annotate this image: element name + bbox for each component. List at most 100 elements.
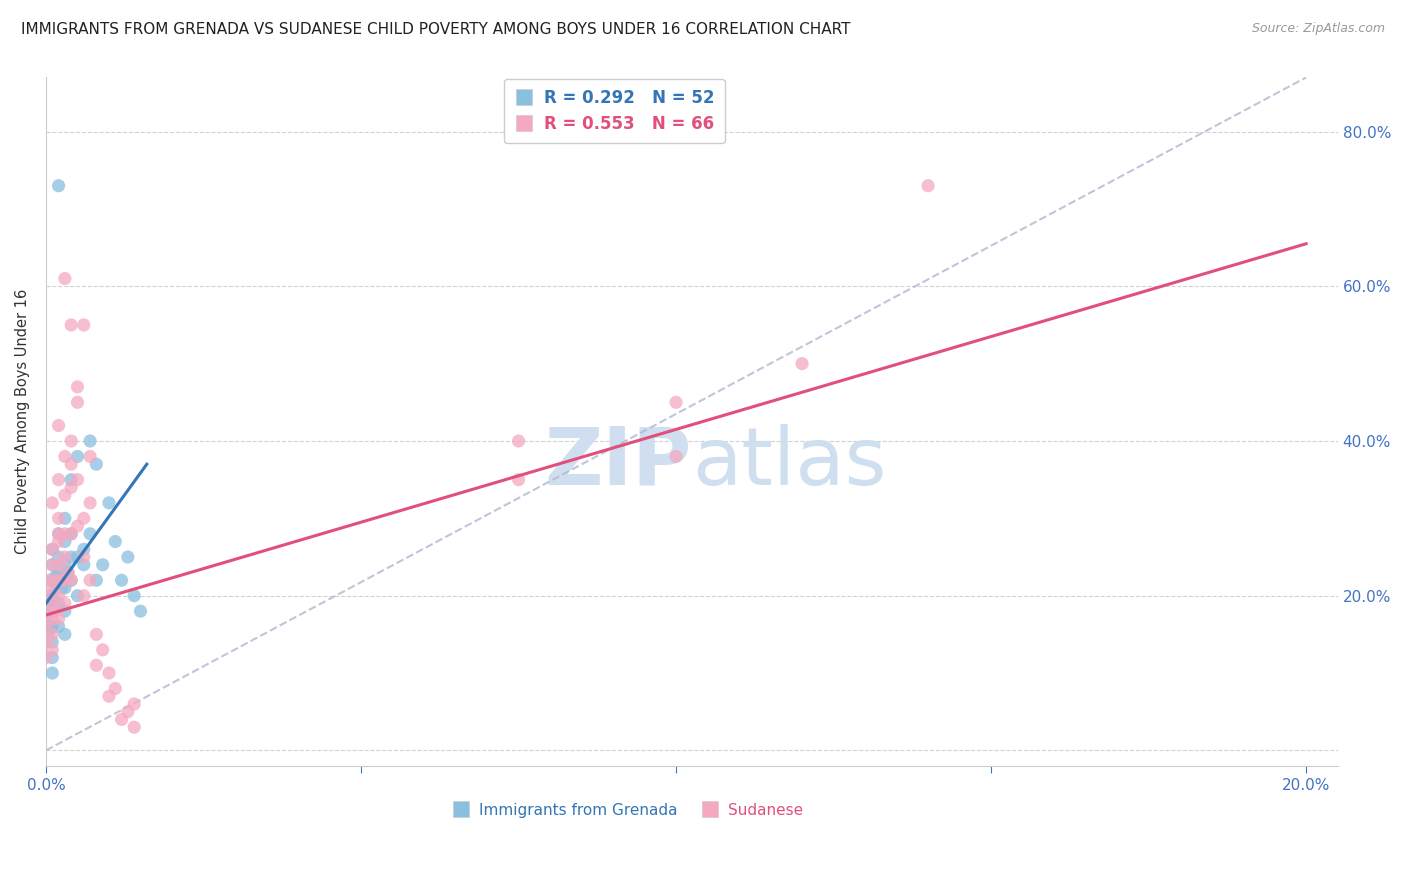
Point bbox=[104, 681, 127, 696]
Point bbox=[48, 612, 70, 626]
Point bbox=[104, 534, 127, 549]
Point bbox=[79, 526, 101, 541]
Point bbox=[66, 450, 89, 464]
Point bbox=[41, 604, 63, 618]
Text: Source: ZipAtlas.com: Source: ZipAtlas.com bbox=[1251, 22, 1385, 36]
Point bbox=[79, 496, 101, 510]
Point bbox=[48, 589, 70, 603]
Text: atlas: atlas bbox=[692, 424, 886, 502]
Point bbox=[44, 569, 66, 583]
Point bbox=[41, 542, 63, 557]
Point bbox=[73, 589, 96, 603]
Point bbox=[117, 705, 139, 719]
Point bbox=[91, 558, 114, 572]
Point bbox=[665, 395, 688, 409]
Point bbox=[53, 271, 76, 285]
Point bbox=[41, 596, 63, 610]
Point bbox=[60, 457, 83, 471]
Point bbox=[48, 473, 70, 487]
Point bbox=[73, 542, 96, 557]
Text: ZIP: ZIP bbox=[544, 424, 692, 502]
Point bbox=[86, 658, 108, 673]
Point bbox=[53, 573, 76, 587]
Point bbox=[48, 558, 70, 572]
Point bbox=[53, 627, 76, 641]
Point bbox=[66, 519, 89, 533]
Point bbox=[48, 566, 70, 580]
Point bbox=[35, 604, 58, 618]
Point bbox=[41, 643, 63, 657]
Point bbox=[48, 549, 70, 564]
Point bbox=[79, 573, 101, 587]
Point bbox=[60, 526, 83, 541]
Y-axis label: Child Poverty Among Boys Under 16: Child Poverty Among Boys Under 16 bbox=[15, 289, 30, 554]
Point bbox=[98, 690, 121, 704]
Point bbox=[86, 573, 108, 587]
Point bbox=[44, 577, 66, 591]
Point bbox=[66, 589, 89, 603]
Point bbox=[41, 581, 63, 595]
Point bbox=[48, 620, 70, 634]
Point bbox=[56, 566, 79, 580]
Point bbox=[48, 418, 70, 433]
Point bbox=[41, 612, 63, 626]
Point bbox=[41, 627, 63, 641]
Point bbox=[53, 558, 76, 572]
Point bbox=[917, 178, 939, 193]
Point bbox=[38, 589, 60, 603]
Point bbox=[98, 496, 121, 510]
Point bbox=[41, 496, 63, 510]
Point bbox=[38, 624, 60, 638]
Point bbox=[35, 607, 58, 622]
Point bbox=[66, 473, 89, 487]
Point bbox=[53, 511, 76, 525]
Point bbox=[48, 596, 70, 610]
Point bbox=[53, 573, 76, 587]
Point bbox=[48, 573, 70, 587]
Point bbox=[41, 650, 63, 665]
Point bbox=[35, 615, 58, 630]
Point bbox=[129, 604, 152, 618]
Point bbox=[66, 549, 89, 564]
Point bbox=[60, 480, 83, 494]
Point bbox=[508, 434, 530, 448]
Point bbox=[86, 627, 108, 641]
Point bbox=[60, 473, 83, 487]
Point bbox=[48, 534, 70, 549]
Point bbox=[73, 549, 96, 564]
Point bbox=[66, 380, 89, 394]
Point bbox=[35, 620, 58, 634]
Point bbox=[53, 450, 76, 464]
Point bbox=[38, 592, 60, 607]
Point bbox=[60, 318, 83, 332]
Point bbox=[48, 178, 70, 193]
Point bbox=[60, 526, 83, 541]
Point bbox=[91, 643, 114, 657]
Point bbox=[53, 549, 76, 564]
Point bbox=[53, 596, 76, 610]
Point bbox=[38, 573, 60, 587]
Point bbox=[110, 713, 132, 727]
Point bbox=[86, 457, 108, 471]
Point bbox=[41, 589, 63, 603]
Point bbox=[53, 534, 76, 549]
Point bbox=[41, 558, 63, 572]
Point bbox=[665, 450, 688, 464]
Point bbox=[35, 600, 58, 615]
Point bbox=[73, 511, 96, 525]
Legend: Immigrants from Grenada, Sudanese: Immigrants from Grenada, Sudanese bbox=[446, 797, 808, 823]
Text: IMMIGRANTS FROM GRENADA VS SUDANESE CHILD POVERTY AMONG BOYS UNDER 16 CORRELATIO: IMMIGRANTS FROM GRENADA VS SUDANESE CHIL… bbox=[21, 22, 851, 37]
Point bbox=[60, 549, 83, 564]
Point bbox=[44, 573, 66, 587]
Point bbox=[41, 635, 63, 649]
Point bbox=[44, 604, 66, 618]
Point bbox=[79, 450, 101, 464]
Point bbox=[508, 473, 530, 487]
Point bbox=[122, 589, 145, 603]
Point bbox=[66, 395, 89, 409]
Point bbox=[53, 526, 76, 541]
Point bbox=[48, 526, 70, 541]
Point bbox=[79, 434, 101, 448]
Point bbox=[60, 573, 83, 587]
Point bbox=[122, 697, 145, 711]
